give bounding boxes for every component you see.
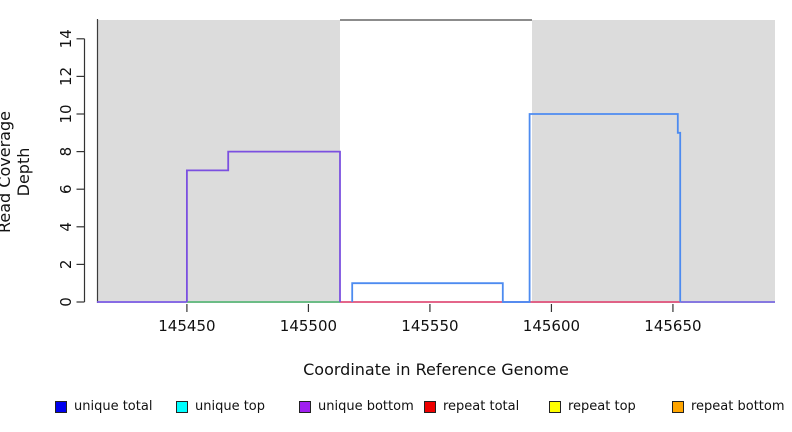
y-tick-label: 10 [57,104,75,123]
legend-label: repeat total [443,399,520,414]
legend-swatch-icon [55,400,67,413]
x-tick-label: 145650 [644,317,701,335]
series-unique-total [351,113,682,303]
legend-label: unique bottom [318,399,414,414]
y-axis-title: Read Coverage Depth [0,111,33,233]
legend-swatch-icon [549,400,561,413]
legend-item-unique-bottom: unique bottom [299,399,414,414]
y-tick-label: 14 [57,29,75,48]
y-tick-label: 8 [57,147,75,157]
x-tick-label: 145450 [158,317,215,335]
legend-label: repeat bottom [691,399,785,414]
legend-label: unique total [74,399,153,414]
legend-item-repeat-bottom: repeat bottom [672,399,785,414]
x-tick-label: 145600 [523,317,580,335]
legend-item-unique-top: unique top [176,399,265,414]
y-tick-label: 2 [57,260,75,270]
x-axis-title: Coordinate in Reference Genome [303,360,569,379]
legend-item-repeat-total: repeat total [424,399,519,414]
legend-item-unique-total: unique total [55,399,152,414]
y-tick-label: 6 [57,184,75,194]
legend-item-repeat-top: repeat top [549,399,636,414]
legend: unique total unique top unique bottom repea… [0,399,792,423]
legend-label: repeat top [568,399,636,414]
x-tick-label: 145550 [401,317,458,335]
y-tick-label: 0 [57,297,75,307]
legend-label: unique top [195,399,266,414]
legend-swatch-icon [672,400,684,413]
masked-region-right [531,20,775,303]
series-unique-bottom [186,150,341,302]
legend-swatch-icon [424,400,436,413]
legend-swatch-icon [176,400,188,413]
y-tick-label: 4 [57,222,75,232]
coverage-chart: 0 2 4 6 8 10 12 14 145450 145500 145550 145600 14565… [57,19,775,335]
x-tick-label: 145500 [280,317,337,335]
y-tick-label: 12 [57,67,75,86]
legend-swatch-icon [299,400,311,413]
masked-region-left [97,20,341,303]
